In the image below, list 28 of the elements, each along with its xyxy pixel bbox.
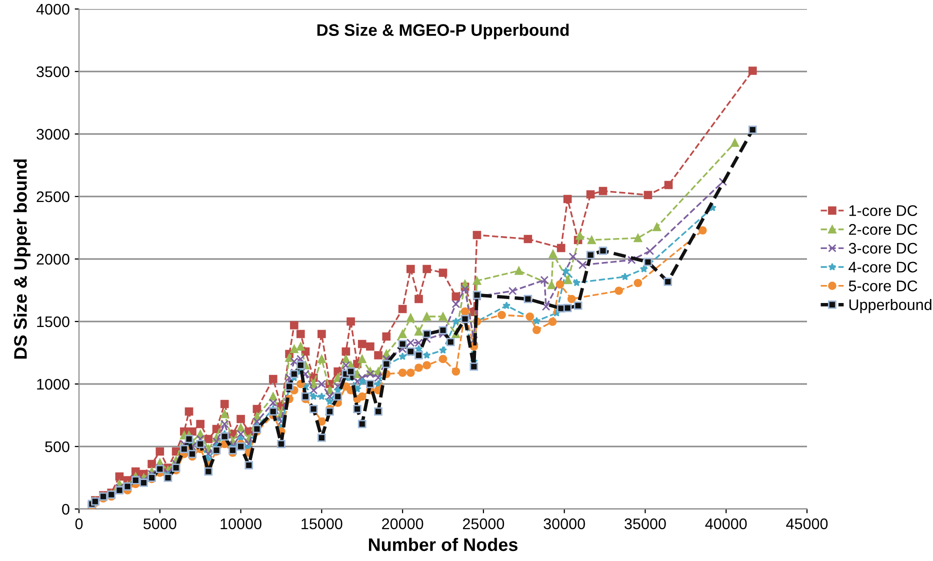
legend-label: 4-core DC <box>848 262 918 273</box>
y-tick-label: 4000 <box>36 4 70 15</box>
text: DS Size & MGEO-P Upperbound <box>317 24 569 40</box>
legend-label: Upperbound <box>849 298 932 314</box>
legend-label: 5-core DC <box>848 280 918 292</box>
y-tick-label: 2000 <box>36 254 70 265</box>
y-tick-label: 3000 <box>36 128 70 140</box>
y-tick-label: 0 <box>62 504 70 515</box>
y-tick-label: 1000 <box>37 378 70 390</box>
legend-label: 2-core DC <box>849 224 918 235</box>
x-tick-label: 15000 <box>302 518 342 530</box>
x-tick-label: 45000 <box>786 518 828 530</box>
x-tick-label: 30000 <box>544 518 585 530</box>
y-tick-label: 2500 <box>36 191 70 202</box>
y-axis-title: DS Size & Upper bound <box>14 159 30 359</box>
x-tick-label: 20000 <box>382 518 424 530</box>
x-tick-label: 40000 <box>705 518 747 530</box>
legend-label: 1-core DC <box>849 205 918 216</box>
x-tick-label: 5000 <box>144 518 176 530</box>
legend-label: 3-core DC <box>848 242 918 254</box>
y-tick-label: 500 <box>45 441 70 452</box>
y-tick-label: 3500 <box>36 66 70 78</box>
x-tick-label: 0 <box>75 518 83 530</box>
y-tick-label: 1500 <box>37 316 70 328</box>
x-axis-title: Number of Nodes <box>368 538 518 552</box>
x-tick-label: 35000 <box>624 518 666 530</box>
x-tick-label: 10000 <box>220 518 262 530</box>
x-tick-label: 25000 <box>462 518 504 530</box>
